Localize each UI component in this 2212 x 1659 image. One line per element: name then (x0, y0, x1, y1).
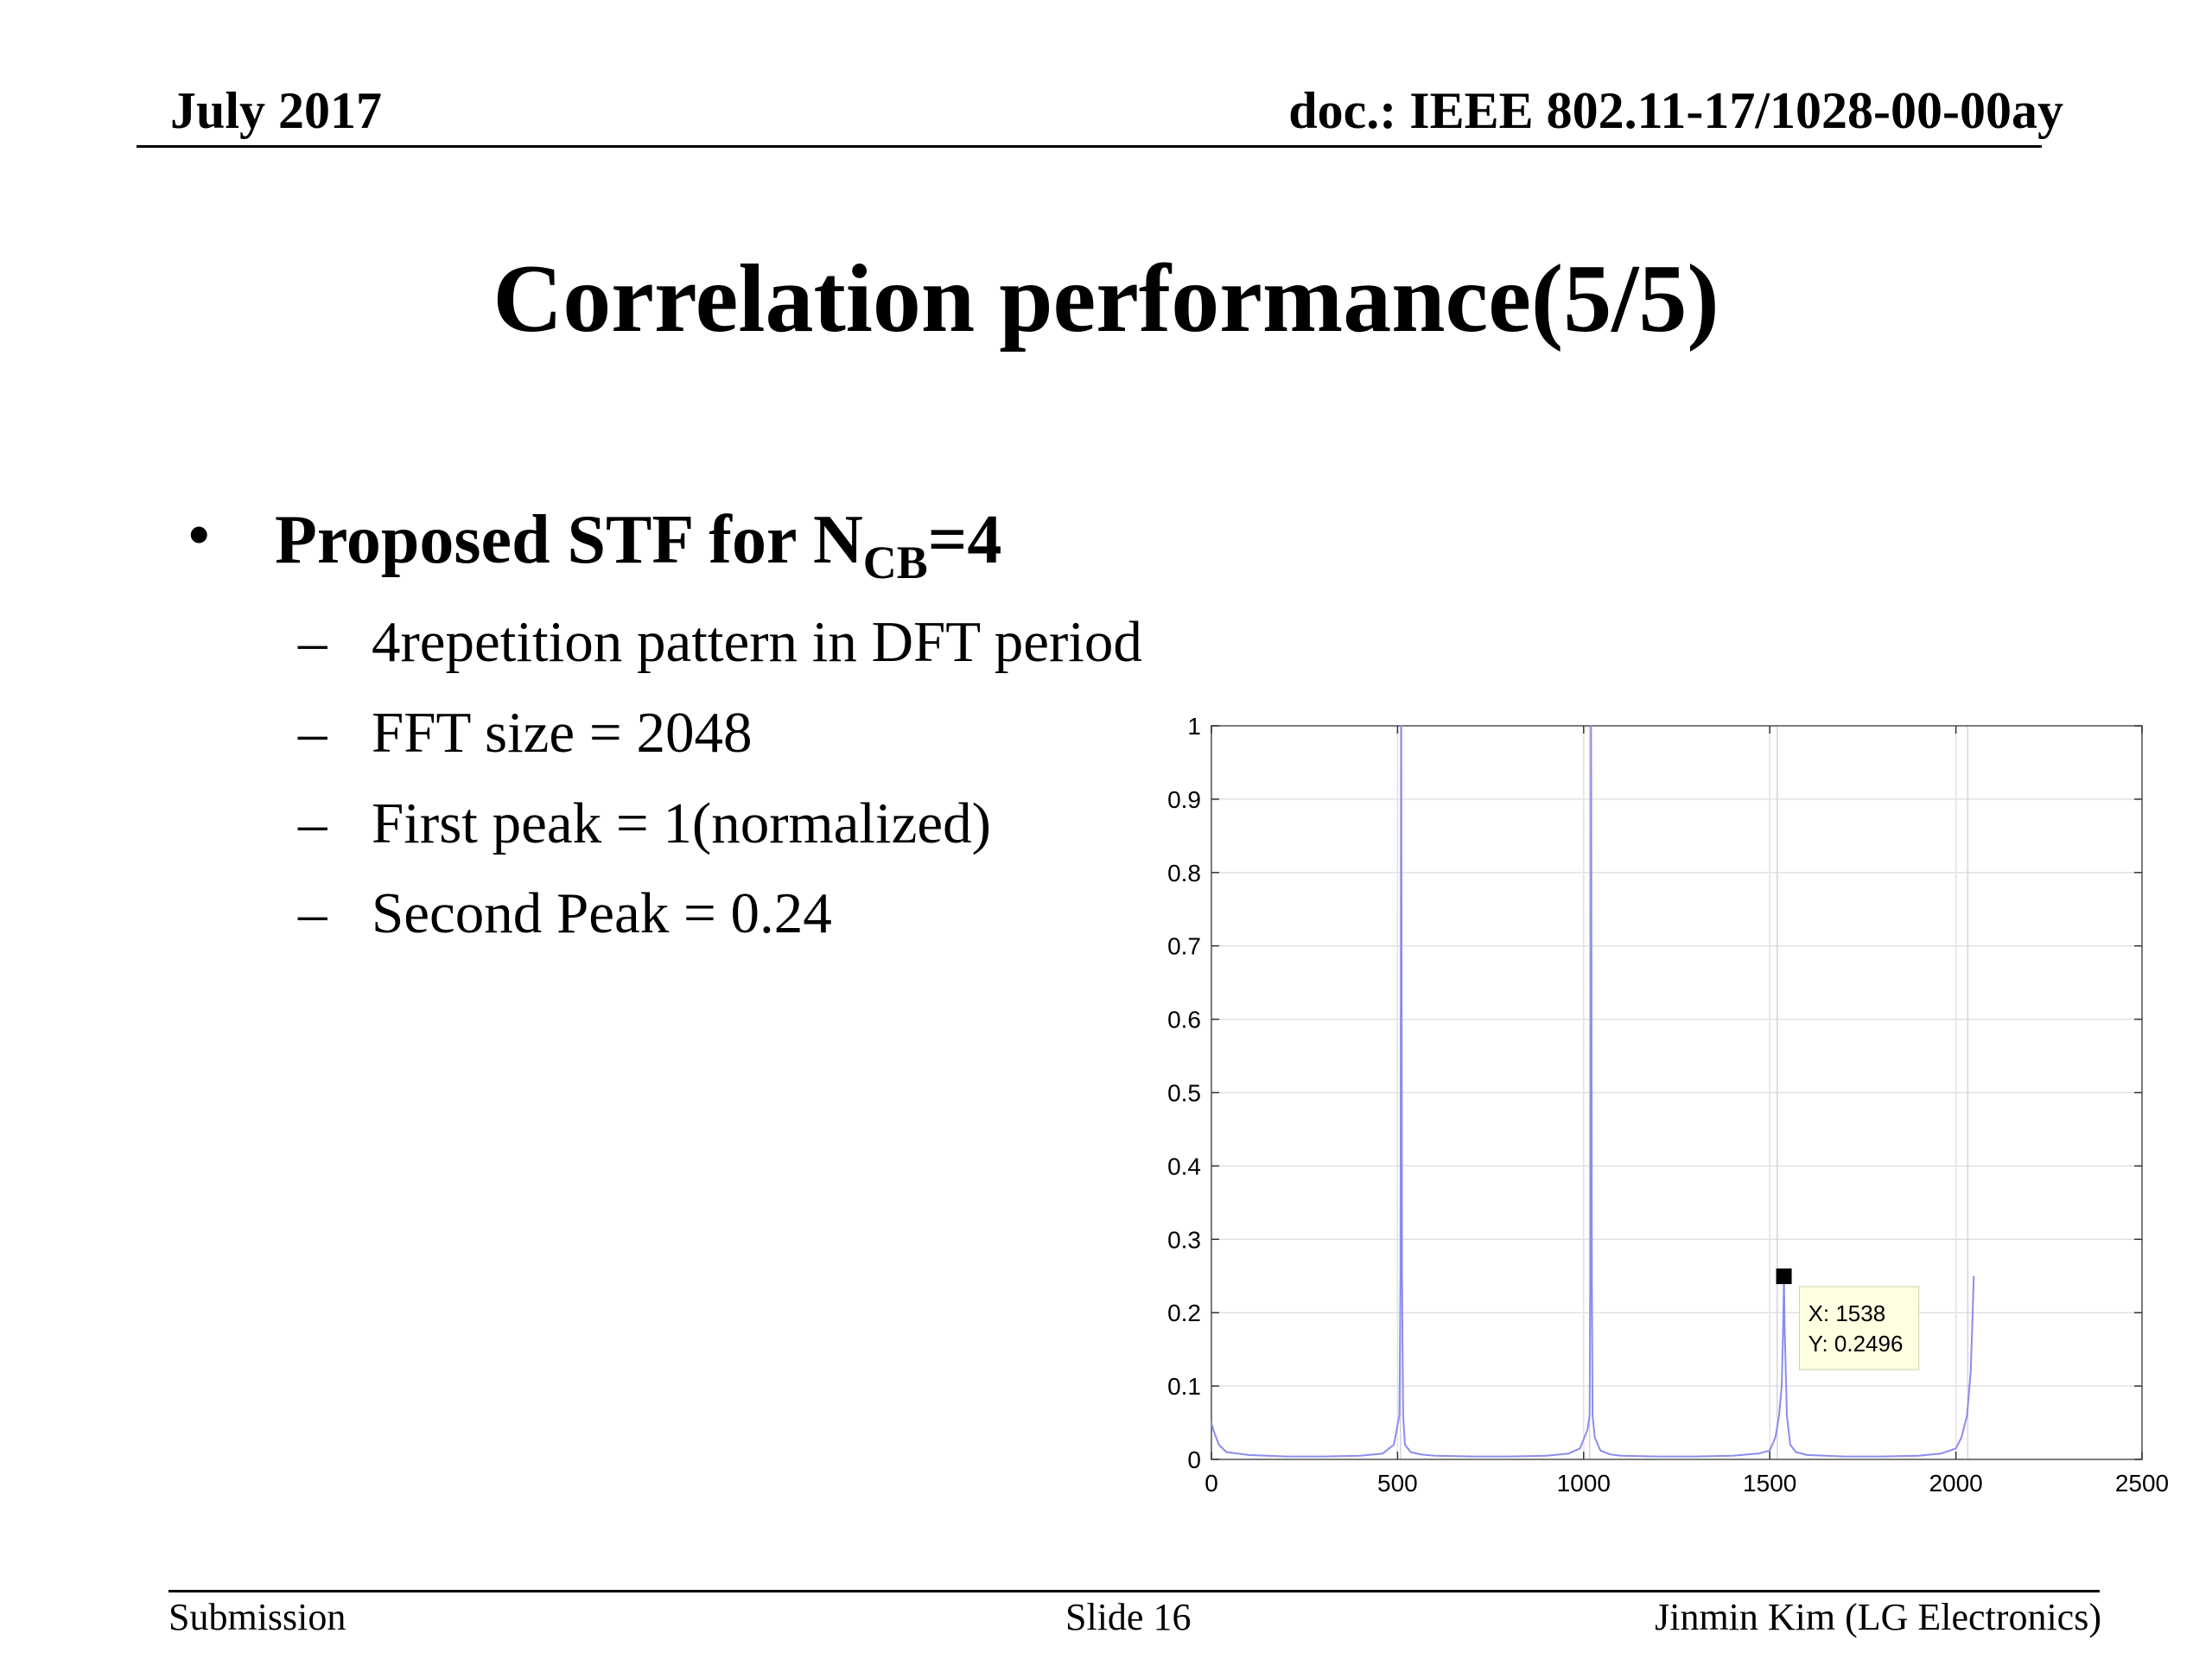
slide-title: Correlation performance(5/5) (493, 245, 1719, 353)
footer-slide-number: Slide 16 (1065, 1596, 1192, 1638)
y-tick-label: 0.3 (1167, 1226, 1201, 1253)
y-tick-label: 0.8 (1167, 860, 1201, 887)
y-tick-label: 0.7 (1167, 933, 1201, 960)
y-tick-label: 0.2 (1167, 1300, 1201, 1326)
y-tick-label: 0.1 (1167, 1373, 1201, 1400)
bullet-text: Proposed STF for NCB=4 (275, 505, 1001, 586)
bullet-marker: • (188, 502, 210, 569)
header-date: July 2017 (170, 82, 383, 139)
x-tick-label: 0 (1205, 1470, 1218, 1497)
footer-divider (168, 1590, 2100, 1592)
x-tick-label: 500 (1377, 1470, 1418, 1497)
header-divider (137, 145, 2042, 148)
y-tick-label: 0.6 (1167, 1007, 1201, 1033)
series-line (1211, 725, 1975, 1458)
datatip-x-text: X: 1538 (1808, 1300, 1886, 1326)
footer-author: Jinmin Kim (LG Electronics) (1655, 1596, 2101, 1638)
bullet-prefix: Proposed STF for N (275, 502, 863, 578)
sub-bullet-marker: – (298, 791, 327, 855)
sub-bullet-text: Second Peak = 0.24 (372, 881, 832, 945)
x-tick-label: 2000 (1929, 1470, 1982, 1497)
sub-bullet-marker: – (298, 610, 327, 674)
sub-bullet-text: First peak = 1(normalized) (372, 791, 991, 855)
datatip-y-text: Y: 0.2496 (1808, 1331, 1904, 1357)
x-tick-label: 1500 (1743, 1470, 1796, 1497)
y-tick-label: 0 (1187, 1446, 1201, 1473)
datatip-box (1799, 1286, 1920, 1370)
correlation-chart: 0 500 1000 1500 2000 2500 0 0.1 0.2 0.3 0.4 0.5 0.6 0… (1141, 700, 2195, 1512)
header-doc-id: doc.: IEEE 802.11-17/1028-00-00ay (1288, 82, 2063, 139)
y-tick-label: 0.9 (1167, 786, 1201, 813)
correlation-plot-svg: 0 500 1000 1500 2000 2500 0 0.1 0.2 0.3 0.4 0.5 0.6 0… (1167, 713, 2169, 1497)
sub-bullet-text: 4repetition pattern in DFT period (372, 610, 1142, 674)
bullet-subscript: CB (862, 537, 928, 588)
sub-bullet-marker: – (298, 701, 327, 765)
y-tick-label: 1 (1187, 713, 1201, 740)
sub-bullet-marker: – (298, 881, 327, 945)
y-tick-label: 0.4 (1167, 1153, 1201, 1179)
y-tick-label: 0.5 (1167, 1080, 1201, 1107)
x-tick-label: 2500 (2115, 1470, 2169, 1497)
x-tick-label: 1000 (1557, 1470, 1611, 1497)
footer-submission: Submission (168, 1596, 346, 1638)
datatip-marker (1776, 1268, 1792, 1285)
bullet-suffix: =4 (927, 502, 1002, 578)
sub-bullet-text: FFT size = 2048 (372, 701, 753, 765)
